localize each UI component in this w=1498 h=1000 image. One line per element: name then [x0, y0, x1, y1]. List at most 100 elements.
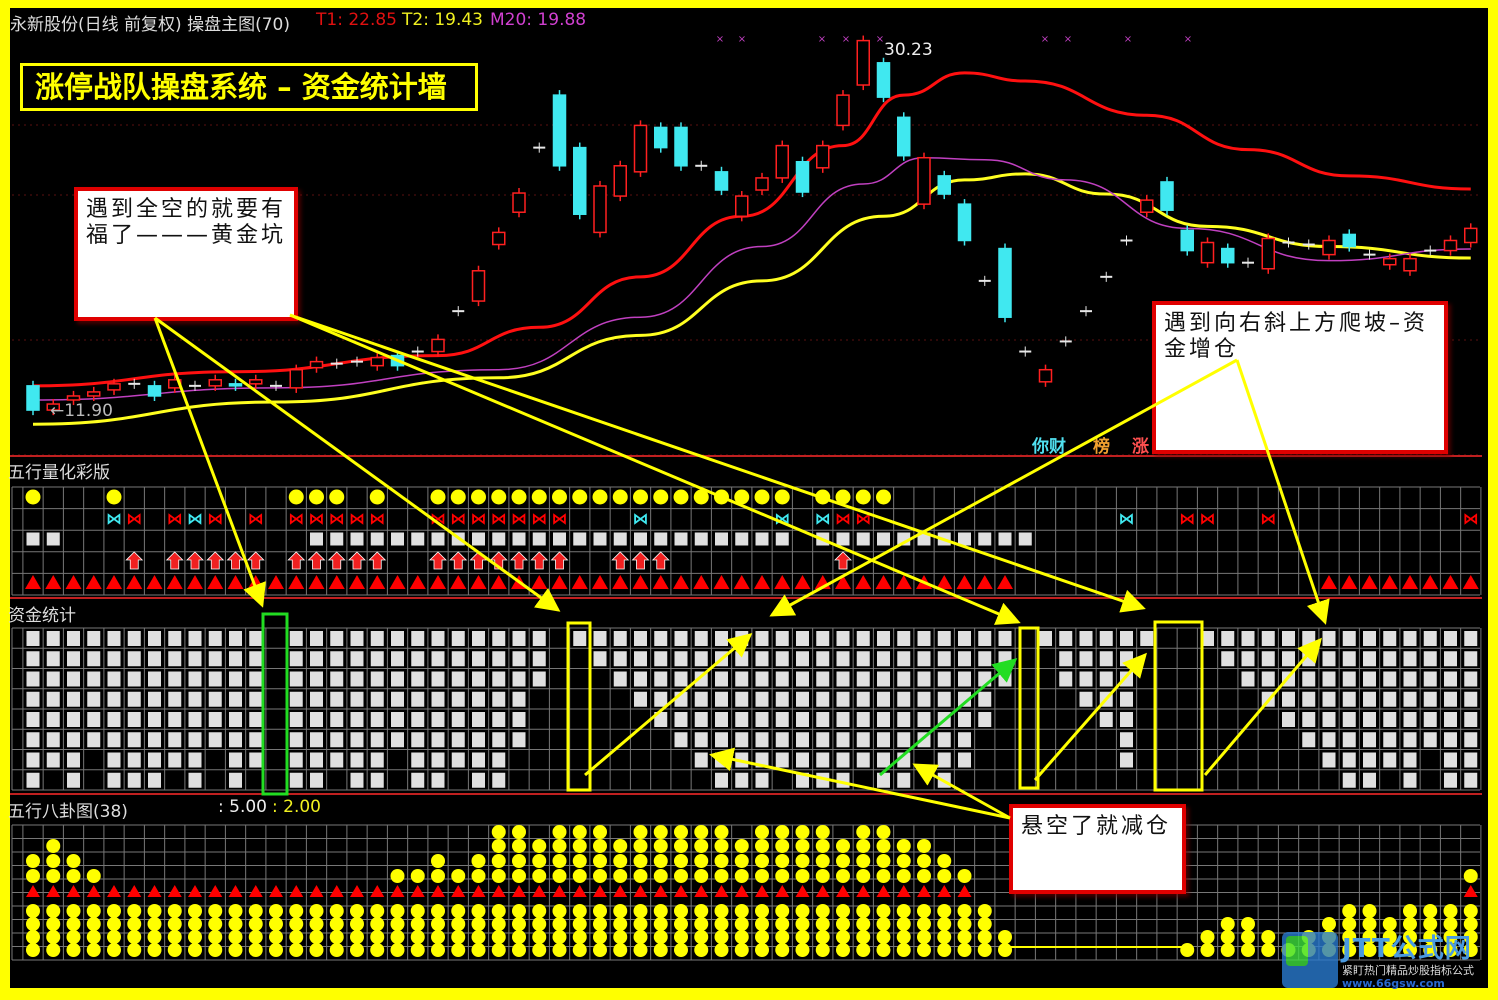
bagua-dot	[552, 917, 567, 931]
fund-square	[1322, 732, 1336, 748]
bagua-dot	[633, 917, 648, 931]
bagua-dot	[512, 917, 526, 931]
bagua-dot	[613, 930, 628, 944]
fund-square	[1079, 671, 1093, 687]
yellow-dot	[329, 489, 345, 505]
bagua-triangle-icon	[552, 885, 567, 897]
red-triangle-icon	[25, 575, 41, 589]
bagua-dot	[451, 869, 466, 883]
fund-square	[249, 732, 263, 748]
bagua-triangle-icon	[512, 885, 526, 897]
marker-icon: ×	[1124, 34, 1132, 45]
bagua-triangle-icon	[228, 885, 243, 897]
bagua-dot	[329, 904, 344, 918]
fund-square	[1342, 772, 1356, 788]
bagua-dot	[431, 943, 445, 957]
red-triangle-icon	[895, 575, 912, 589]
fund-square	[978, 691, 992, 707]
yellow-dot	[511, 489, 527, 505]
candle-up	[309, 360, 324, 369]
candle-down	[897, 116, 911, 157]
red-triangle-icon	[1341, 575, 1358, 589]
fund-square	[492, 732, 506, 748]
fund-square	[937, 772, 951, 788]
fund-square	[370, 772, 384, 788]
white-square	[1018, 532, 1032, 546]
bagua-dot	[593, 943, 607, 957]
bagua-dot	[694, 839, 709, 853]
bagua-dot	[1261, 943, 1276, 957]
red-up-arrow-icon	[510, 551, 528, 570]
fund-square	[715, 631, 728, 646]
bagua-dot	[957, 917, 972, 931]
fund-square	[958, 651, 971, 667]
candle-down	[1160, 181, 1174, 211]
fund-square	[532, 651, 546, 667]
candle-down	[147, 385, 162, 397]
candle-up	[1200, 241, 1215, 264]
bagua-triangle-icon	[1463, 885, 1478, 897]
fund-square	[188, 671, 202, 687]
fund-square	[148, 712, 161, 727]
bagua-dot	[350, 917, 364, 931]
fund-square	[958, 691, 971, 707]
t2-readout: T2: 19.43	[402, 10, 483, 30]
bagua-dot	[633, 825, 648, 839]
bagua-dot	[836, 839, 850, 853]
fund-square	[148, 772, 161, 788]
fund-square	[816, 732, 830, 748]
bagua-dot	[1241, 930, 1255, 944]
fund-square	[451, 732, 465, 748]
fund-square	[634, 671, 647, 687]
fund-square	[1403, 631, 1417, 646]
candle-up	[66, 395, 81, 401]
red-up-arrow-icon	[327, 551, 346, 570]
fund-square	[1423, 691, 1437, 707]
bagua-dot	[694, 917, 709, 931]
red-triangle-icon	[85, 575, 102, 589]
bagua-dot	[66, 917, 81, 931]
bagua-dot	[876, 930, 891, 944]
bagua-dot	[1423, 943, 1438, 957]
fund-square	[796, 671, 809, 687]
fund-square	[249, 671, 263, 687]
bagua-dot	[269, 904, 283, 918]
fund-square	[1039, 631, 1052, 646]
fund-square	[1140, 631, 1154, 646]
fund-square	[127, 631, 141, 646]
bagua-dot	[1443, 904, 1458, 918]
fund-square	[856, 631, 870, 646]
fund-square	[451, 671, 465, 687]
fund-square	[1322, 651, 1336, 667]
fund-square	[46, 712, 60, 727]
bagua-dot	[613, 869, 628, 883]
watermark-logo-icon	[1282, 932, 1338, 988]
red-up-arrow-icon	[469, 551, 488, 570]
bagua-triangle-icon	[289, 885, 304, 897]
bagua-dot	[1220, 943, 1235, 957]
fund-square	[350, 651, 364, 667]
bagua-dot	[1362, 917, 1377, 931]
bagua-dot	[755, 825, 769, 839]
candle-up	[1383, 257, 1397, 266]
bagua-dot	[147, 930, 162, 944]
fund-square	[229, 772, 242, 788]
bagua-dot	[512, 839, 526, 853]
fund-square	[249, 691, 263, 707]
red-butterfly-icon: ⋈	[1179, 509, 1195, 528]
fund-square	[593, 651, 607, 667]
white-square	[715, 532, 728, 546]
bagua-triangle-icon	[188, 885, 202, 897]
red-triangle-icon	[592, 575, 608, 589]
fund-square	[654, 691, 668, 707]
red-up-arrow-icon	[125, 551, 144, 570]
bagua-dot	[593, 869, 607, 883]
fund-square	[735, 691, 749, 707]
fund-square	[715, 752, 728, 768]
candle-down	[26, 385, 40, 411]
bagua-dot	[674, 825, 688, 839]
bagua-dot	[491, 869, 506, 883]
yellow-dot	[633, 489, 648, 505]
bagua-dot	[775, 930, 790, 944]
